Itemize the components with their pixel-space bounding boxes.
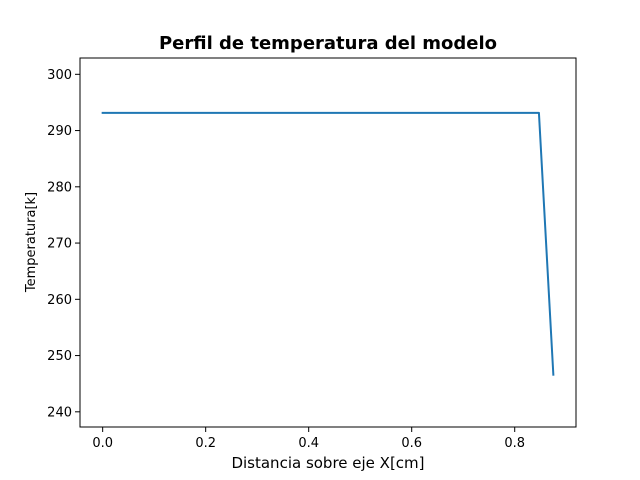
y-tick-label-5: 290 [47,124,72,139]
series-layer [101,111,555,376]
x-axis-label: Distancia sobre eje X[cm] [231,454,424,472]
x-axis-ticks: 0.0 0.2 0.4 0.6 0.8 [92,427,525,451]
y-tick-label-1: 250 [47,349,72,364]
series-line-1 [101,111,555,376]
x-tick-label-1: 0.2 [195,436,216,451]
plot-frame [79,57,577,428]
x-tick-label-4: 0.8 [504,436,525,451]
y-tick-label-3: 270 [47,237,72,252]
plot-area [79,57,577,428]
x-tick-label-2: 0.4 [298,436,319,451]
y-tick-label-2: 260 [47,293,72,308]
x-tick-label-3: 0.6 [401,436,422,451]
y-axis-label: Temperatura[k] [24,192,39,293]
y-tick-label-6: 300 [47,68,72,83]
x-tick-label-0: 0.0 [92,436,113,451]
y-tick-label-4: 280 [47,180,72,195]
chart-title: Perfil de temperatura del modelo [159,33,497,54]
y-tick-label-0: 240 [47,405,72,420]
y-axis-ticks: 240 250 260 270 280 290 300 [47,68,80,420]
